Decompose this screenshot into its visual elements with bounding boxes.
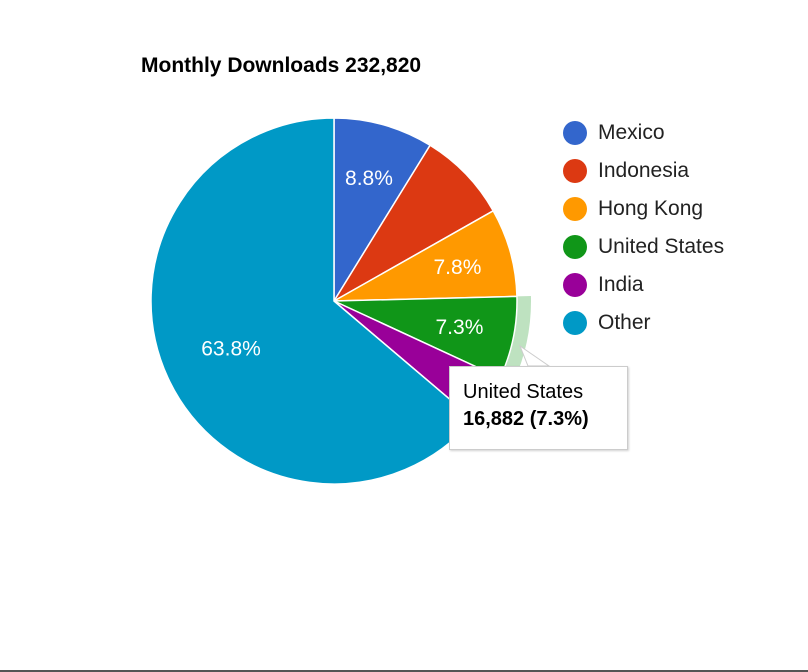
chart-tooltip: United States 16,882 (7.3%) — [449, 366, 628, 450]
chart-legend: Mexico Indonesia Hong Kong United States… — [563, 114, 724, 342]
tooltip-value: 16,882 (7.3%) — [463, 408, 589, 430]
tooltip-pointer — [518, 344, 551, 367]
legend-swatch-mexico — [563, 121, 587, 145]
slice-labels: 8.8% 7.8% 7.3% 63.8% — [201, 167, 483, 361]
legend-label-indonesia: Indonesia — [598, 159, 690, 182]
legend-swatch-india — [563, 273, 587, 297]
legend-label-india: India — [598, 273, 644, 296]
pie-slice-mexico[interactable] — [333, 117, 432, 304]
legend-swatch-hong-kong — [563, 197, 587, 221]
legend-swatch-other — [563, 311, 587, 335]
chart-title: Monthly Downloads 232,820 — [141, 54, 422, 77]
window-bottom-border — [0, 670, 808, 672]
highlight-ring-united-states — [500, 296, 532, 384]
slice-label-united-states: 7.3% — [436, 316, 484, 339]
slice-label-other: 63.8% — [201, 338, 261, 361]
legend-label-mexico: Mexico — [598, 121, 665, 144]
legend-item-hong-kong[interactable]: Hong Kong — [563, 190, 724, 228]
tooltip-title: United States — [463, 381, 584, 403]
legend-label-united-states: United States — [598, 235, 725, 258]
legend-item-mexico[interactable]: Mexico — [563, 114, 724, 152]
slice-label-hong-kong: 7.8% — [434, 256, 482, 279]
legend-item-other[interactable]: Other — [563, 304, 724, 342]
pie-slice-indonesia[interactable] — [333, 144, 495, 302]
legend-item-united-states[interactable]: United States — [563, 228, 724, 266]
legend-item-india[interactable]: India — [563, 266, 724, 304]
legend-swatch-indonesia — [563, 159, 587, 183]
legend-swatch-united-states — [563, 235, 587, 259]
slice-label-mexico: 8.8% — [345, 167, 393, 190]
pie-slice-other[interactable] — [150, 117, 475, 485]
legend-item-indonesia[interactable]: Indonesia — [563, 152, 724, 190]
legend-label-other: Other — [598, 311, 651, 334]
legend-label-hong-kong: Hong Kong — [598, 197, 704, 220]
